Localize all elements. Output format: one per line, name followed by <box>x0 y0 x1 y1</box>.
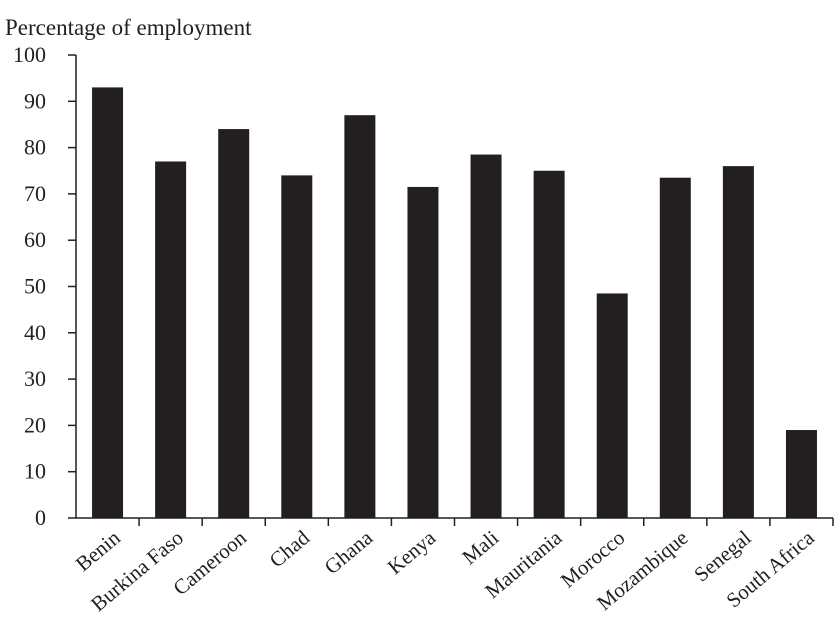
y-tick-label: 70 <box>24 181 46 206</box>
y-tick-label: 20 <box>24 412 46 437</box>
y-tick-label: 40 <box>24 320 46 345</box>
y-tick-label: 30 <box>24 366 46 391</box>
x-tick-label: Ghana <box>320 525 378 579</box>
x-tick-label: Kenya <box>383 525 441 579</box>
bar <box>533 170 565 518</box>
bar <box>218 129 250 518</box>
y-axis-title: Percentage of employment <box>5 15 252 40</box>
x-tick-label: Benin <box>71 525 125 576</box>
y-tick-label: 90 <box>24 88 46 113</box>
bar <box>722 166 754 518</box>
y-tick-label: 10 <box>24 459 46 484</box>
y-axis: 0 10 20 30 40 50 60 70 80 90 100 <box>13 42 77 530</box>
bar <box>659 177 691 518</box>
x-axis <box>76 517 834 526</box>
bar <box>407 186 439 518</box>
y-tick-label: 60 <box>24 227 46 252</box>
bar <box>155 161 187 519</box>
y-tick-label: 50 <box>24 274 46 299</box>
x-tick-label: Chad <box>265 525 315 572</box>
y-tick-label: 100 <box>13 42 46 67</box>
x-tick-label: Mali <box>457 525 503 569</box>
bar <box>92 87 124 518</box>
bar <box>596 293 628 518</box>
bars <box>92 87 817 519</box>
y-tick-label: 0 <box>35 505 46 530</box>
bar <box>785 430 817 518</box>
bar <box>344 115 376 518</box>
y-tick-label: 80 <box>24 135 46 160</box>
bar <box>470 154 502 519</box>
bar <box>281 175 313 518</box>
